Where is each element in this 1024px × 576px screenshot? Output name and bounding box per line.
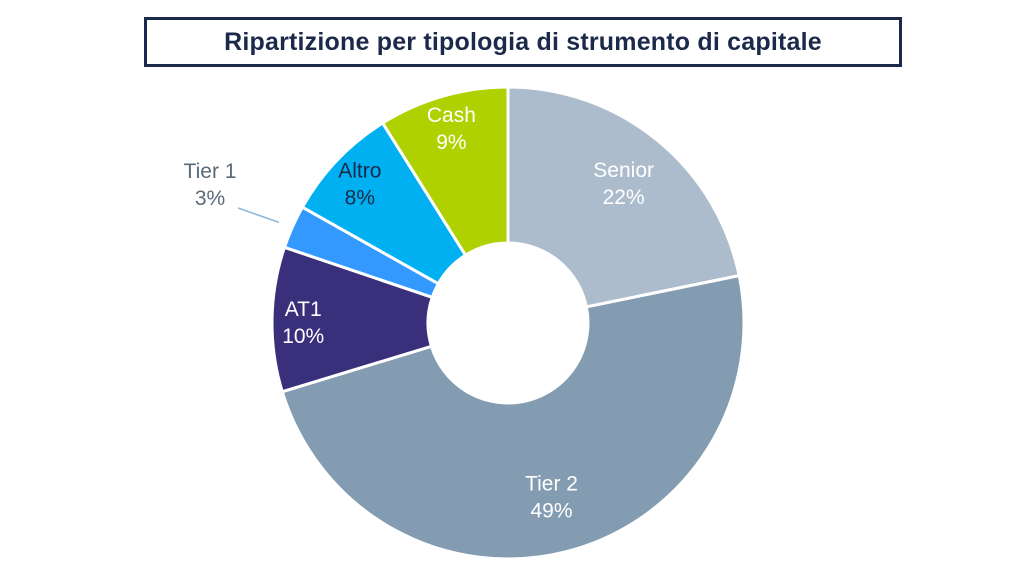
label-name: Altro	[338, 160, 381, 183]
label-tier-1: Tier 1 3%	[184, 160, 237, 210]
label-value: 10%	[282, 325, 324, 348]
label-at1: AT1 10%	[282, 298, 324, 348]
slice-senior	[506, 85, 741, 309]
label-name: Senior	[593, 159, 654, 182]
label-name: Tier 2	[525, 472, 578, 495]
label-name: Cash	[427, 104, 476, 127]
chart-title: Ripartizione per tipologia di strumento …	[224, 27, 822, 56]
leader-line-tier-1	[237, 207, 280, 224]
chart-title-box: Ripartizione per tipologia di strumento …	[144, 17, 902, 67]
label-value: 9%	[436, 131, 466, 154]
slice-tier-2	[280, 273, 746, 561]
label-name: AT1	[285, 298, 322, 321]
label-senior: Senior 22%	[593, 159, 654, 209]
label-cash: Cash 9%	[427, 104, 476, 154]
slice-at1	[270, 245, 435, 394]
label-value: 3%	[195, 187, 225, 210]
label-value: 8%	[345, 187, 375, 210]
label-value: 49%	[531, 499, 573, 522]
donut-labels: Senior 22%Tier 2 49%AT1 10%Tier 1 3%Altro 8%C…	[184, 104, 654, 522]
label-value: 22%	[603, 186, 645, 209]
label-tier-2: Tier 2 49%	[525, 472, 578, 522]
label-altro: Altro 8%	[338, 160, 381, 210]
slice-cash	[380, 85, 510, 258]
label-name: Tier 1	[184, 160, 237, 183]
donut-slices	[270, 85, 746, 561]
